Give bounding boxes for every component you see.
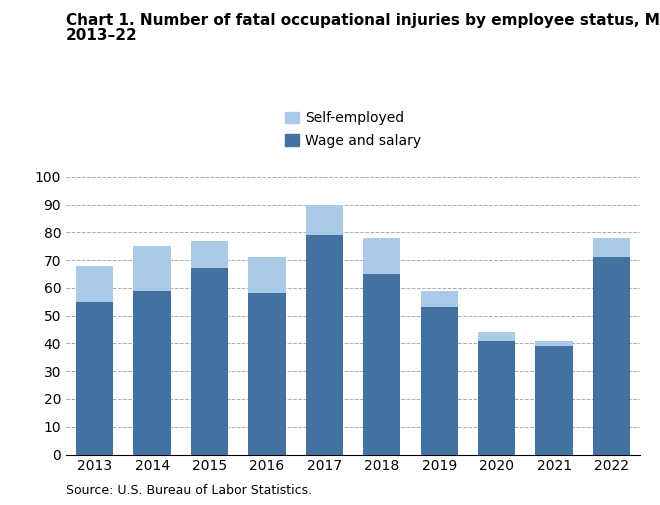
Bar bbox=[133, 246, 171, 291]
Bar bbox=[306, 205, 343, 235]
Bar bbox=[191, 241, 228, 269]
Legend: Self-employed, Wage and salary: Self-employed, Wage and salary bbox=[284, 111, 422, 147]
Text: Source: U.S. Bureau of Labor Statistics.: Source: U.S. Bureau of Labor Statistics. bbox=[66, 484, 312, 497]
Bar bbox=[593, 238, 630, 258]
Bar bbox=[420, 307, 458, 454]
Bar bbox=[535, 340, 573, 346]
Bar bbox=[478, 332, 515, 340]
Bar bbox=[478, 340, 515, 454]
Bar bbox=[191, 269, 228, 454]
Bar bbox=[306, 235, 343, 454]
Text: 2013–22: 2013–22 bbox=[66, 28, 138, 43]
Bar bbox=[76, 302, 114, 454]
Bar bbox=[76, 266, 114, 302]
Bar bbox=[248, 258, 286, 293]
Bar bbox=[248, 293, 286, 454]
Bar bbox=[420, 291, 458, 307]
Bar bbox=[363, 238, 401, 274]
Bar bbox=[593, 258, 630, 454]
Bar bbox=[535, 346, 573, 454]
Bar bbox=[133, 291, 171, 454]
Text: Chart 1. Number of fatal occupational injuries by employee status, Mississippi,: Chart 1. Number of fatal occupational in… bbox=[66, 13, 660, 28]
Bar bbox=[363, 274, 401, 454]
